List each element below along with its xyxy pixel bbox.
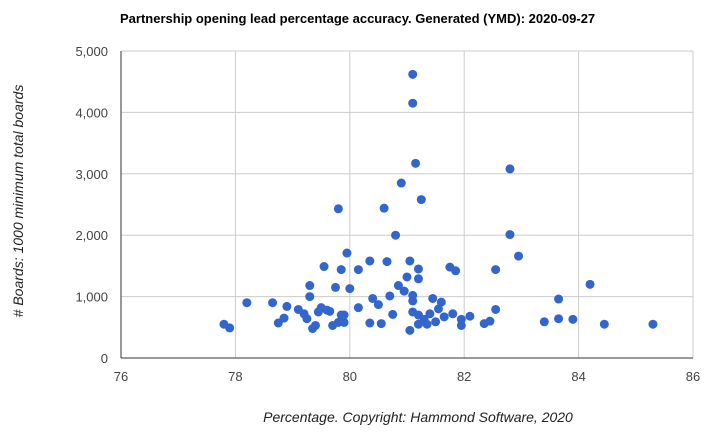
- data-point: [448, 309, 458, 319]
- data-point: [302, 314, 312, 324]
- data-point: [648, 319, 658, 329]
- data-point: [416, 195, 426, 205]
- data-point: [539, 317, 549, 327]
- data-point: [319, 262, 329, 272]
- data-point: [391, 230, 401, 240]
- x-axis-label: Percentage. Copyright: Hammond Software,…: [263, 409, 573, 425]
- data-point: [305, 281, 315, 291]
- y-tick-label: 2,000: [75, 228, 108, 243]
- data-point: [413, 264, 423, 274]
- data-point: [393, 281, 403, 291]
- tick-labels: 76 78 80 82 84 86 0 1,000 2,000 3,000 4,000 5,000: [75, 44, 700, 384]
- y-axis-label: # Boards: 1000 minimum total boards: [10, 85, 26, 318]
- data-point: [396, 178, 406, 188]
- data-point: [325, 306, 335, 316]
- data-point: [399, 286, 409, 296]
- y-tick-label: 1,000: [75, 290, 108, 305]
- data-point: [310, 320, 320, 330]
- x-tick-label: 84: [571, 369, 585, 384]
- data-point: [405, 256, 415, 266]
- data-point: [411, 158, 421, 168]
- x-tick-label: 76: [114, 369, 128, 384]
- data-point: [554, 294, 564, 304]
- data-point: [428, 293, 438, 303]
- data-point: [336, 265, 346, 275]
- data-point: [279, 313, 289, 323]
- data-point: [425, 309, 435, 319]
- data-point: [388, 309, 398, 319]
- data-point: [585, 279, 595, 289]
- data-point: [485, 316, 495, 326]
- data-point: [505, 230, 515, 240]
- data-point: [554, 314, 564, 324]
- data-point: [456, 314, 466, 324]
- data-point: [353, 303, 363, 313]
- data-point: [305, 292, 315, 302]
- data-point: [373, 300, 383, 310]
- data-point: [422, 319, 432, 329]
- data-point: [282, 301, 292, 311]
- x-tick-label: 80: [343, 369, 357, 384]
- data-point: [599, 319, 609, 329]
- data-point: [408, 296, 418, 306]
- data-point: [465, 311, 475, 321]
- y-tick-label: 4,000: [75, 105, 108, 120]
- data-point: [268, 298, 278, 308]
- data-point: [242, 298, 252, 308]
- y-tick-label: 0: [101, 351, 108, 366]
- data-point: [331, 282, 340, 292]
- data-point: [413, 274, 423, 284]
- data-point: [491, 304, 501, 314]
- data-point: [342, 248, 352, 258]
- data-point: [365, 318, 375, 328]
- data-point: [408, 69, 418, 79]
- x-tick-label: 78: [228, 369, 242, 384]
- data-point: [431, 317, 441, 327]
- data-point: [333, 204, 343, 214]
- x-tick-label: 86: [686, 369, 700, 384]
- data-point: [353, 265, 363, 275]
- data-point: [345, 284, 355, 294]
- data-point: [339, 310, 349, 320]
- data-point: [514, 251, 524, 261]
- data-point: [505, 164, 515, 174]
- gridlines: [121, 50, 694, 358]
- data-point: [385, 291, 395, 301]
- data-points: [219, 69, 658, 335]
- data-point: [365, 256, 375, 266]
- data-point: [436, 297, 446, 307]
- data-point: [433, 304, 443, 314]
- data-point: [568, 314, 578, 324]
- y-tick-label: 5,000: [75, 44, 108, 59]
- data-point: [405, 325, 415, 335]
- data-point: [225, 323, 235, 333]
- data-point: [439, 312, 449, 322]
- chart-title: Partnership opening lead percentage accu…: [120, 11, 595, 26]
- data-point: [339, 317, 349, 327]
- data-point: [402, 272, 412, 282]
- axes: [120, 51, 693, 359]
- data-point: [376, 319, 386, 329]
- data-point: [451, 266, 461, 276]
- x-tick-label: 82: [457, 369, 471, 384]
- y-tick-label: 3,000: [75, 167, 108, 182]
- data-point: [491, 265, 501, 275]
- data-point: [408, 98, 418, 108]
- data-point: [382, 257, 392, 267]
- data-point: [368, 293, 378, 303]
- data-point: [379, 203, 389, 213]
